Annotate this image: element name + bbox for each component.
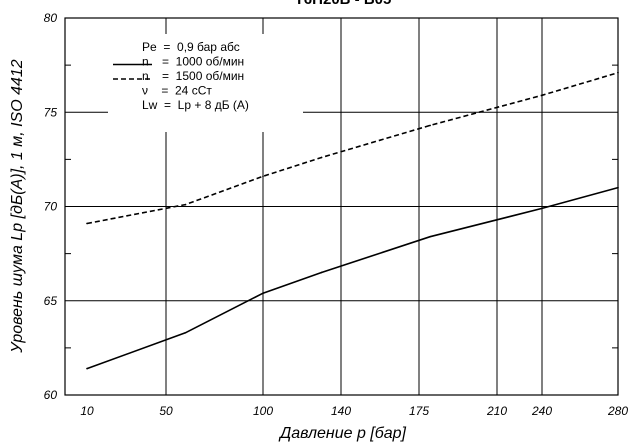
series-0-point: [86, 367, 88, 370]
series-layer: [86, 71, 619, 370]
series-0-point: [541, 207, 543, 210]
series-1-point: [429, 124, 431, 127]
legend-entry: n = 1500 об/мин: [142, 69, 244, 83]
legend-entry: ν = 24 сСт: [142, 84, 212, 98]
y-tick-label: 60: [44, 388, 58, 402]
legend-box: [108, 34, 303, 132]
y-tick-label: 65: [44, 294, 58, 308]
series-1-point: [320, 156, 323, 159]
plot-frame: [64, 17, 619, 396]
x-tick-label: 50: [159, 404, 173, 418]
x-tick-label: 280: [607, 404, 628, 418]
x-tick-label: 210: [486, 404, 507, 418]
y-axis-title: Уровень шума Lp [дБ(A)], 1 м, ISO 4412: [9, 59, 26, 354]
series-line-0: [86, 186, 619, 370]
series-1-point: [541, 94, 543, 97]
series-0-point: [184, 331, 187, 334]
x-tick-label: 100: [253, 404, 273, 418]
y-tick-labels: 60 65 70 75 80: [44, 11, 58, 402]
series-0-point: [262, 292, 264, 295]
series-1-point: [262, 175, 264, 178]
legend-entry: n = 1000 об/мин: [142, 55, 244, 69]
y-tick-label: 75: [44, 105, 58, 119]
y-tick-label: 70: [44, 200, 58, 214]
legend-entry: Lw = Lp + 8 дБ (A): [142, 98, 249, 112]
x-tick-labels: 10 50 100 140 175 210 240 280: [80, 404, 628, 418]
series-0-point: [429, 235, 431, 238]
x-axis-title: Давление p [бар]: [278, 425, 407, 442]
chart-title: T6H20B - B05: [295, 0, 392, 8]
series-1-point: [86, 222, 88, 225]
x-tick-label: 175: [409, 404, 429, 418]
x-tick-label: 140: [331, 404, 351, 418]
series-0-point: [320, 271, 323, 274]
series-1-point: [184, 203, 187, 206]
y-tick-label: 80: [44, 11, 58, 25]
x-tick-label: 240: [531, 404, 552, 418]
legend-entry: Pe = 0,9 бар абс: [142, 40, 240, 54]
x-tick-label: 10: [80, 404, 94, 418]
